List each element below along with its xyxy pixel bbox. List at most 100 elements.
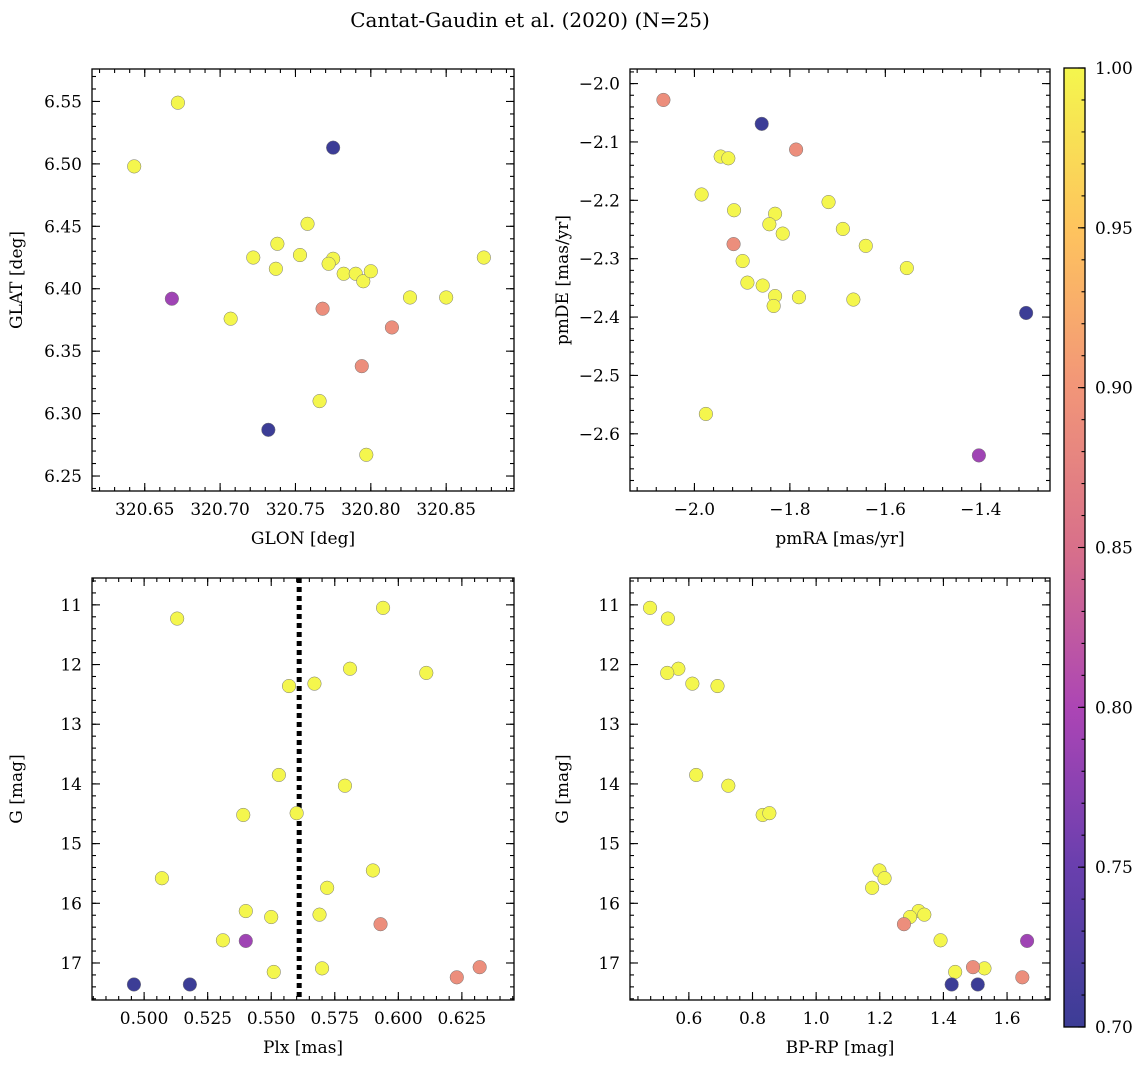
data-point <box>326 140 341 155</box>
x-axis-label: BP-RP [mag] <box>786 1038 895 1058</box>
y-tick-label: −2.6 <box>579 425 620 445</box>
data-point <box>735 253 750 269</box>
data-point <box>315 301 330 316</box>
data-point <box>300 216 315 231</box>
colorbar-tick-label: 0.85 <box>1095 539 1133 559</box>
y-tick-label: −2.4 <box>579 308 620 328</box>
y-tick-label: 12 <box>60 656 82 676</box>
x-tick-label: 1.6 <box>994 1009 1021 1029</box>
plot-frame <box>629 68 1051 492</box>
data-point <box>402 290 418 305</box>
data-point <box>307 676 322 691</box>
data-point <box>755 278 770 293</box>
colorbar-tick-label: 0.90 <box>1095 379 1133 399</box>
y-tick-label: 6.35 <box>44 342 82 362</box>
data-point <box>337 778 352 793</box>
data-point <box>775 226 790 241</box>
data-point <box>365 863 380 878</box>
data-point <box>948 964 963 979</box>
data-point <box>791 290 807 305</box>
data-point <box>354 359 369 374</box>
y-tick-label: −2.3 <box>579 250 620 270</box>
data-point <box>965 960 981 975</box>
data-point <box>1015 970 1030 985</box>
y-tick-label: 6.50 <box>44 155 82 175</box>
data-point <box>971 448 986 463</box>
y-tick-label: −2.1 <box>579 133 620 153</box>
x-tick-label: −2.0 <box>674 500 715 520</box>
y-tick-label: 6.40 <box>44 280 82 300</box>
data-point <box>970 977 985 992</box>
data-point <box>266 964 281 979</box>
y-axis-label: pmDE [mas/yr] <box>553 215 573 345</box>
y-tick-label: 17 <box>598 954 620 974</box>
y-tick-label: 16 <box>60 894 82 914</box>
x-axis-label: Plx [mas] <box>263 1038 343 1058</box>
data-point <box>877 871 892 886</box>
x-tick-label: 0.575 <box>310 1009 359 1029</box>
data-point <box>762 806 777 821</box>
data-point <box>726 237 741 252</box>
y-tick-label: 17 <box>60 954 82 974</box>
data-point <box>126 977 141 992</box>
data-point <box>835 221 850 236</box>
y-tick-label: 14 <box>60 775 82 795</box>
data-point <box>689 767 704 783</box>
data-point <box>238 933 253 948</box>
y-tick-label: 16 <box>598 894 620 914</box>
data-point <box>315 961 330 976</box>
data-point <box>721 778 736 793</box>
y-tick-label: 6.25 <box>44 467 82 487</box>
data-point <box>342 661 358 676</box>
data-point <box>268 261 283 276</box>
y-tick-label: −2.2 <box>579 191 620 211</box>
colorbar-tick-label: 0.80 <box>1095 698 1133 718</box>
data-point <box>917 907 932 922</box>
data-point <box>281 678 297 694</box>
data-point <box>384 320 399 335</box>
y-tick-label: 12 <box>598 656 620 676</box>
plot-frame <box>629 577 1051 1001</box>
y-tick-label: 15 <box>598 835 620 855</box>
data-point <box>246 250 261 265</box>
data-point <box>223 311 238 326</box>
y-tick-label: 11 <box>598 596 620 616</box>
panel-bprp-g: 0.6 0.8 1.0 1.2 1.4 1.6 11 12 13 14 15 16 17 BP-RP [m… <box>553 577 1051 1058</box>
x-tick-label: 320.85 <box>416 500 475 520</box>
x-tick-label: 320.65 <box>115 500 174 520</box>
y-tick-label: 6.45 <box>44 217 82 237</box>
data-point <box>376 600 391 615</box>
data-point <box>660 611 675 626</box>
x-tick-label: 0.6 <box>675 1009 702 1029</box>
x-tick-label: 320.75 <box>266 500 325 520</box>
data-point <box>933 933 948 948</box>
x-tick-label: 320.80 <box>341 500 400 520</box>
data-point <box>270 236 285 251</box>
x-tick-label: 1.4 <box>930 1009 957 1029</box>
data-point <box>685 676 700 691</box>
data-point <box>642 600 658 615</box>
data-point <box>154 871 169 886</box>
data-point <box>944 977 959 992</box>
data-point <box>439 290 454 305</box>
data-point <box>740 275 755 290</box>
x-tick-label: −1.4 <box>960 500 1001 520</box>
y-tick-label: −2.5 <box>579 366 620 386</box>
x-tick-label: 0.525 <box>183 1009 232 1029</box>
data-point <box>762 217 777 232</box>
plot-frame <box>91 68 515 492</box>
data-point <box>698 406 713 422</box>
data-point <box>170 95 185 110</box>
x-tick-label: 320.70 <box>190 500 249 520</box>
data-point <box>656 92 671 107</box>
scatter-panels: 320.65 320.70 320.75 320.80 320.85 6.25 6.30 6.… <box>7 68 1051 1058</box>
y-axis-label: GLAT [deg] <box>7 231 27 329</box>
data-point <box>264 909 279 925</box>
data-point <box>236 807 251 823</box>
colorbar: 0.70 0.75 0.80 0.85 0.90 0.95 1.00 <box>1063 59 1133 1038</box>
y-axis-label: G [mag] <box>553 754 573 823</box>
data-point <box>858 238 873 253</box>
figure-title: Cantat-Gaudin et al. (2020) (N=25) <box>350 8 710 32</box>
data-point <box>215 933 230 948</box>
